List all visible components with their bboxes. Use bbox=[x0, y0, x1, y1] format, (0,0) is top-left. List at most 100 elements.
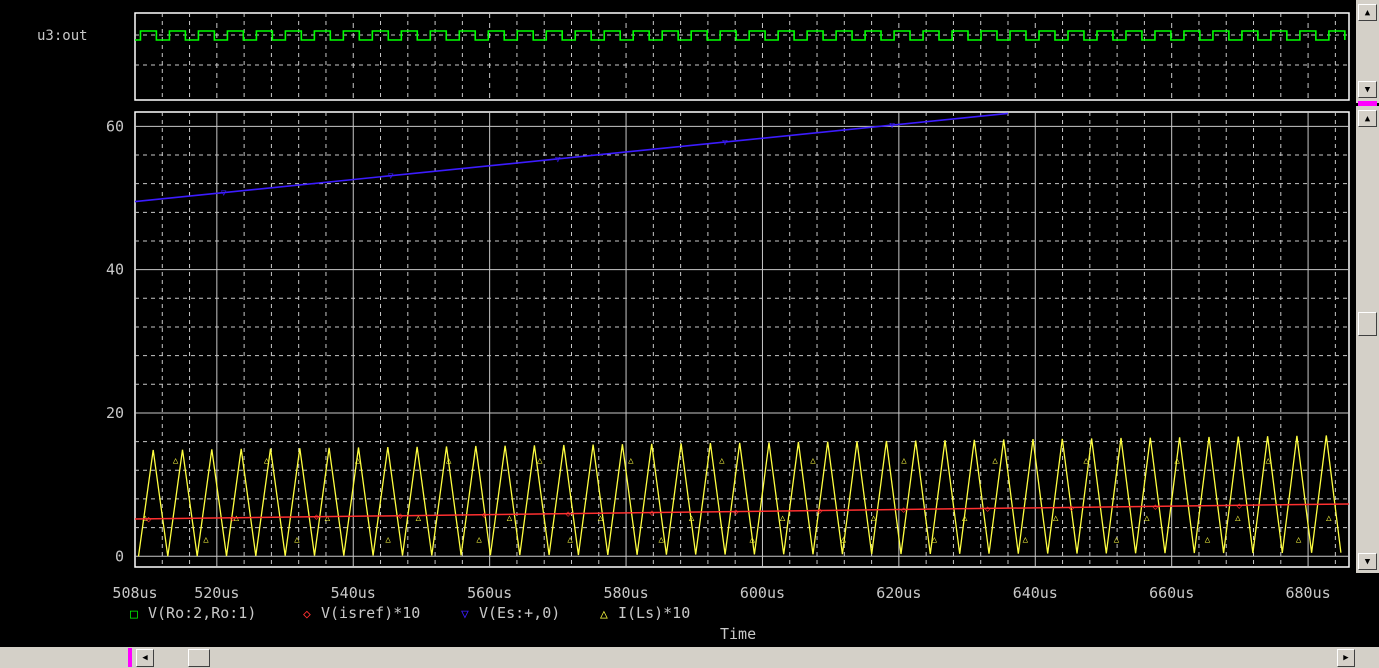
triangle-right-icon: ▶ bbox=[1343, 653, 1349, 663]
es-marker: ▽ bbox=[221, 189, 227, 199]
ils-marker: △ bbox=[841, 535, 847, 545]
legend-label-ro: V(Ro:2,Ro:1) bbox=[148, 604, 256, 622]
triangle-left-icon: ◀ bbox=[142, 653, 148, 663]
ils-marker: △ bbox=[476, 535, 482, 545]
ils-marker: △ bbox=[719, 456, 725, 466]
analog-grid bbox=[135, 112, 1349, 567]
es-trace bbox=[134, 112, 1009, 203]
legend-marker-ro: □ bbox=[130, 607, 138, 622]
x-tick-label: 620us bbox=[876, 584, 921, 602]
ils-marker: △ bbox=[962, 513, 968, 523]
ils-marker: △ bbox=[932, 535, 938, 545]
ils-triangle-trace bbox=[137, 435, 1342, 557]
legend-label-es: V(Es:+,0) bbox=[479, 604, 560, 622]
isref-marker: ◇ bbox=[733, 508, 739, 518]
ils-marker: △ bbox=[810, 456, 816, 466]
digital-vertical-scrollbar[interactable] bbox=[1356, 0, 1379, 103]
ils-marker: △ bbox=[658, 535, 664, 545]
tick-labels: 508us 520us 540us 560us 580us 600us 620us 640us… bbox=[106, 117, 1331, 602]
digital-grid bbox=[135, 13, 1349, 100]
ils-marker: △ bbox=[1296, 535, 1302, 545]
legend-marker-es: ▽ bbox=[461, 607, 469, 622]
isref-marker: ◇ bbox=[985, 504, 991, 514]
ils-marker: △ bbox=[1265, 456, 1271, 466]
ils-marker: △ bbox=[173, 456, 179, 466]
ils-marker: △ bbox=[567, 535, 573, 545]
x-tick-label: 520us bbox=[194, 584, 239, 602]
horizontal-scrollbar[interactable] bbox=[0, 647, 1379, 668]
ils-marker: △ bbox=[598, 513, 604, 523]
isref-marker: ◇ bbox=[565, 510, 571, 520]
ils-marker: △ bbox=[871, 513, 877, 523]
analog-scroll-thumb[interactable] bbox=[1358, 312, 1377, 336]
y-tick-label: 0 bbox=[115, 547, 124, 565]
ils-marker: △ bbox=[355, 456, 361, 466]
ils-marker: △ bbox=[385, 535, 391, 545]
digital-scroll-down-button[interactable]: ▼ bbox=[1358, 81, 1377, 98]
analog-plot-frame bbox=[134, 111, 1350, 568]
isref-marker: ◇ bbox=[649, 509, 655, 519]
x-tick-label: 540us bbox=[331, 584, 376, 602]
cursor-marker[interactable] bbox=[128, 648, 132, 667]
ils-marker: △ bbox=[992, 456, 998, 466]
ils-marker: △ bbox=[750, 535, 756, 545]
es-marker: ▽ bbox=[889, 121, 895, 131]
isref-marker: ◇ bbox=[398, 512, 404, 522]
ils-marker: △ bbox=[1114, 535, 1120, 545]
es-marker: ▽ bbox=[555, 155, 561, 165]
ils-marker: △ bbox=[264, 456, 270, 466]
isref-marker: ◇ bbox=[1236, 501, 1242, 511]
ils-marker: △ bbox=[507, 513, 513, 523]
ils-marker: △ bbox=[628, 456, 634, 466]
x-tick-label: 600us bbox=[740, 584, 785, 602]
es-marker: ▽ bbox=[722, 138, 728, 148]
digital-trace-label: u3:out bbox=[37, 28, 88, 44]
isref-marker: ◇ bbox=[230, 514, 236, 524]
triangle-down-icon: ▼ bbox=[1364, 84, 1371, 95]
triangle-up-icon: ▲ bbox=[1364, 113, 1371, 124]
digital-trace bbox=[135, 30, 1346, 41]
legend-label-isref: V(isref)*10 bbox=[321, 604, 420, 622]
ils-marker: △ bbox=[1023, 535, 1029, 545]
x-axis-title: Time bbox=[720, 625, 756, 643]
ils-marker: △ bbox=[325, 513, 331, 523]
ils-marker: △ bbox=[1053, 513, 1059, 523]
isref-marker: ◇ bbox=[314, 513, 320, 523]
ils-marker: △ bbox=[1326, 513, 1332, 523]
isref-marker: ◇ bbox=[146, 515, 152, 525]
isref-marker: ◇ bbox=[481, 511, 487, 521]
y-tick-label: 20 bbox=[106, 404, 124, 422]
legend-marker-ls: △ bbox=[600, 607, 608, 622]
ils-marker: △ bbox=[416, 513, 422, 523]
legend-label-ls: I(Ls)*10 bbox=[618, 604, 690, 622]
legend: □ V(Ro:2,Ro:1) ◇ V(isref)*10 ▽ V(Es:+,0)… bbox=[130, 604, 690, 622]
ils-marker: △ bbox=[1205, 535, 1211, 545]
x-tick-label: 580us bbox=[603, 584, 648, 602]
ils-marker: △ bbox=[901, 456, 907, 466]
ils-marker: △ bbox=[294, 535, 300, 545]
digital-plot-frame bbox=[134, 12, 1350, 101]
isref-trace bbox=[134, 503, 1350, 520]
legend-marker-isref: ◇ bbox=[303, 607, 311, 622]
analog-scroll-down-button[interactable]: ▼ bbox=[1358, 553, 1377, 570]
u3-out-square-wave bbox=[135, 30, 1346, 41]
isref-marker: ◇ bbox=[1069, 503, 1075, 513]
ils-marker: △ bbox=[1174, 456, 1180, 466]
scroll-left-button[interactable]: ◀ bbox=[136, 649, 154, 667]
y-tick-label: 60 bbox=[106, 117, 124, 135]
isref-marker: ◇ bbox=[817, 507, 823, 517]
splitter-marker[interactable] bbox=[1358, 101, 1377, 106]
analog-scroll-up-button[interactable]: ▲ bbox=[1358, 110, 1377, 127]
scroll-right-button[interactable]: ▶ bbox=[1337, 649, 1355, 667]
analog-vertical-scrollbar[interactable] bbox=[1356, 106, 1379, 573]
digital-scroll-up-button[interactable]: ▲ bbox=[1358, 4, 1377, 21]
horizontal-scroll-thumb[interactable] bbox=[188, 649, 210, 667]
analog-traces: △△△△△△△△△△△△△△△△△△△△△△△△△△△△△△△△△△△△△△△△… bbox=[134, 112, 1350, 557]
ils-marker: △ bbox=[689, 513, 695, 523]
triangle-down-icon: ▼ bbox=[1364, 556, 1371, 567]
triangle-up-icon: ▲ bbox=[1364, 7, 1371, 18]
x-tick-label: 680us bbox=[1286, 584, 1331, 602]
isref-marker: ◇ bbox=[901, 505, 907, 515]
ils-marker: △ bbox=[1144, 513, 1150, 523]
x-tick-label: 640us bbox=[1013, 584, 1058, 602]
